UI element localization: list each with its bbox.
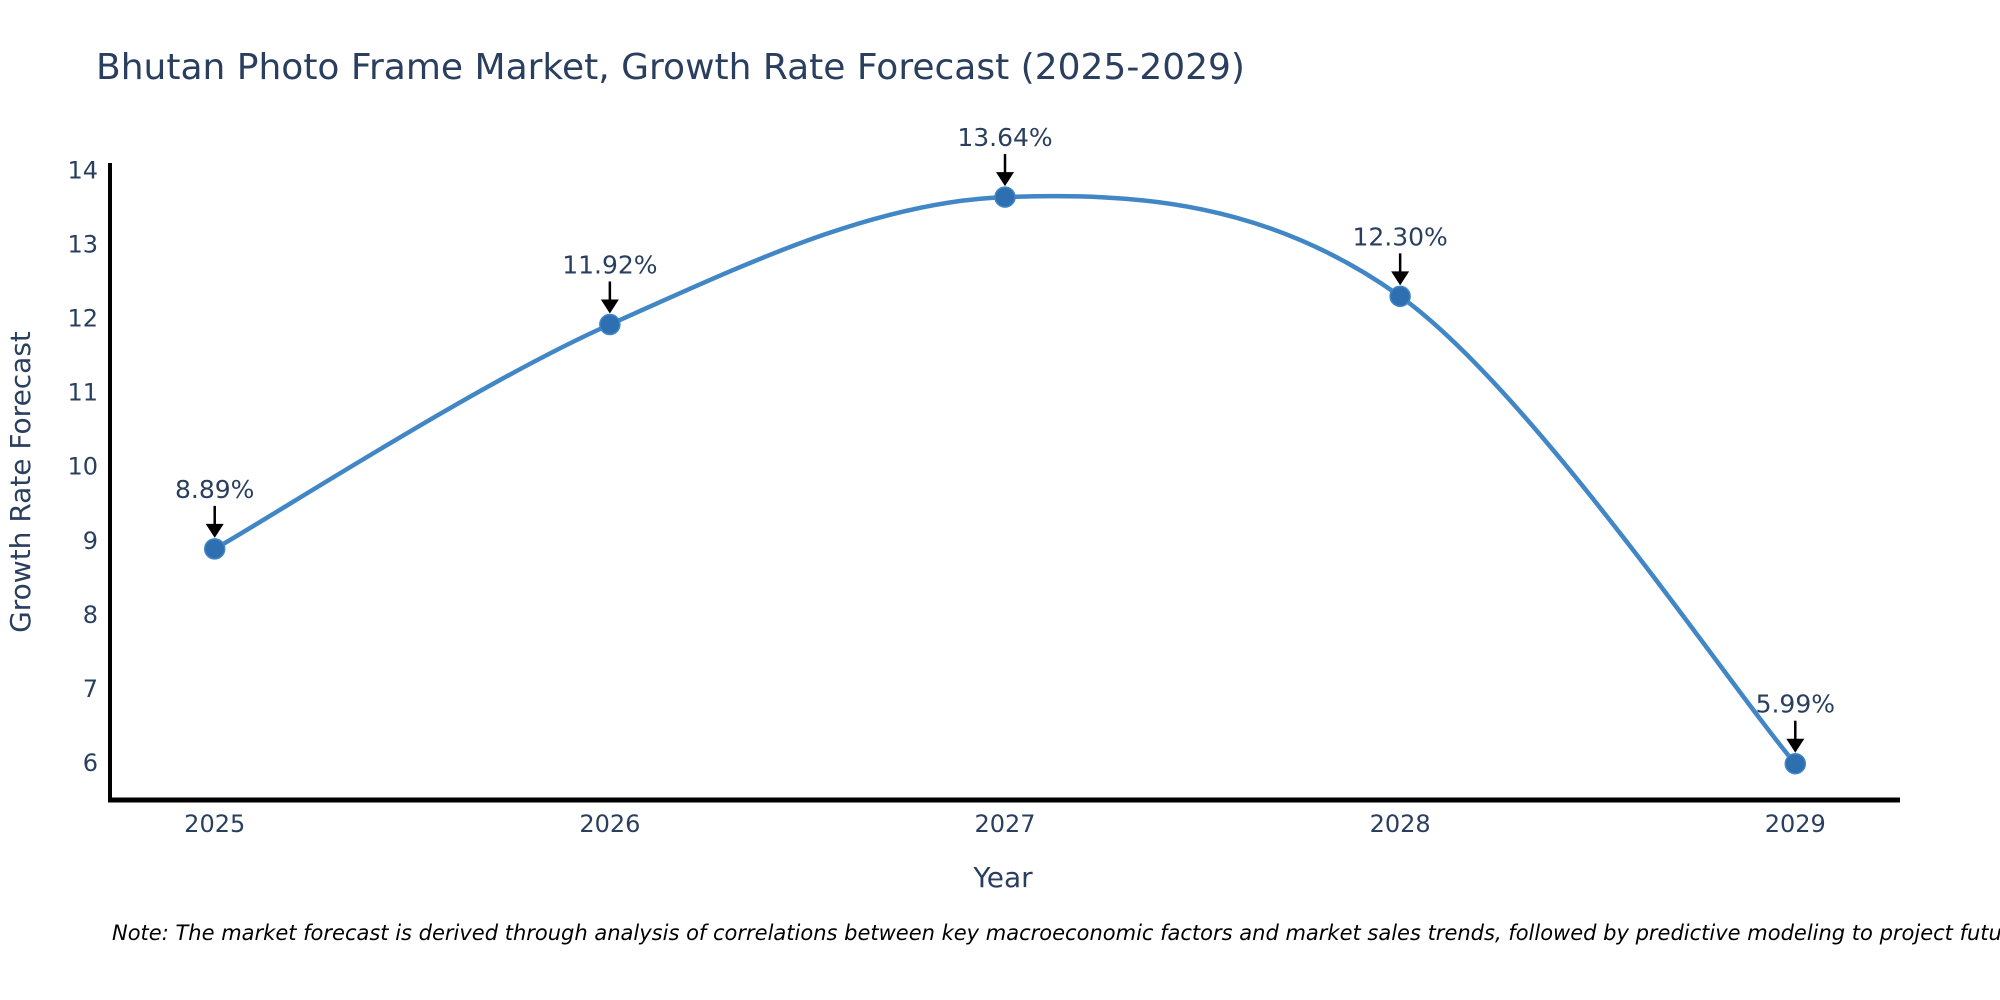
annotation-arrowhead bbox=[996, 172, 1014, 187]
data-point-marker bbox=[203, 538, 226, 560]
x-axis-title: Year bbox=[972, 861, 1033, 894]
point-value-label: 12.30% bbox=[1352, 222, 1447, 251]
y-tick-label: 14 bbox=[67, 156, 98, 184]
data-point-marker bbox=[1389, 285, 1411, 308]
annotation-arrowhead bbox=[1786, 738, 1805, 753]
annotation-arrowhead bbox=[205, 523, 224, 538]
y-tick-label: 7 bbox=[83, 675, 98, 703]
data-point-marker bbox=[1784, 752, 1807, 775]
x-tick-label: 2025 bbox=[184, 810, 245, 838]
y-tick-label: 13 bbox=[67, 230, 98, 258]
point-value-label: 13.64% bbox=[957, 123, 1052, 152]
x-tick-label: 2029 bbox=[1765, 810, 1826, 838]
point-value-label: 8.89% bbox=[175, 475, 254, 504]
x-tick-label: 2028 bbox=[1370, 810, 1431, 838]
plot-area: 6 7 8 9 10 11 12 13 14 2025 2026 2027 2028 2029 8.89% 1… bbox=[67, 123, 1900, 838]
footnote: Note: The market forecast is derived thr… bbox=[112, 921, 2000, 945]
x-tick-label: 2026 bbox=[579, 810, 640, 838]
point-value-label: 11.92% bbox=[562, 250, 657, 279]
x-tick-label: 2027 bbox=[974, 810, 1035, 838]
point-value-label: 5.99% bbox=[1756, 690, 1835, 719]
annotation-arrowhead bbox=[1391, 271, 1410, 286]
y-tick-label: 11 bbox=[67, 379, 98, 407]
data-point-marker bbox=[599, 313, 621, 336]
annotation-arrowhead bbox=[600, 299, 619, 314]
y-tick-label: 8 bbox=[83, 601, 98, 629]
y-tick-label: 12 bbox=[67, 305, 98, 333]
chart-title: Bhutan Photo Frame Market, Growth Rate F… bbox=[96, 47, 1245, 88]
forecast-line bbox=[212, 193, 1798, 766]
y-tick-label: 10 bbox=[67, 453, 98, 481]
y-tick-label: 9 bbox=[83, 527, 98, 555]
data-point-marker bbox=[994, 186, 1016, 208]
y-axis-title: Growth Rate Forecast bbox=[4, 331, 37, 633]
y-tick-label: 6 bbox=[83, 749, 98, 777]
